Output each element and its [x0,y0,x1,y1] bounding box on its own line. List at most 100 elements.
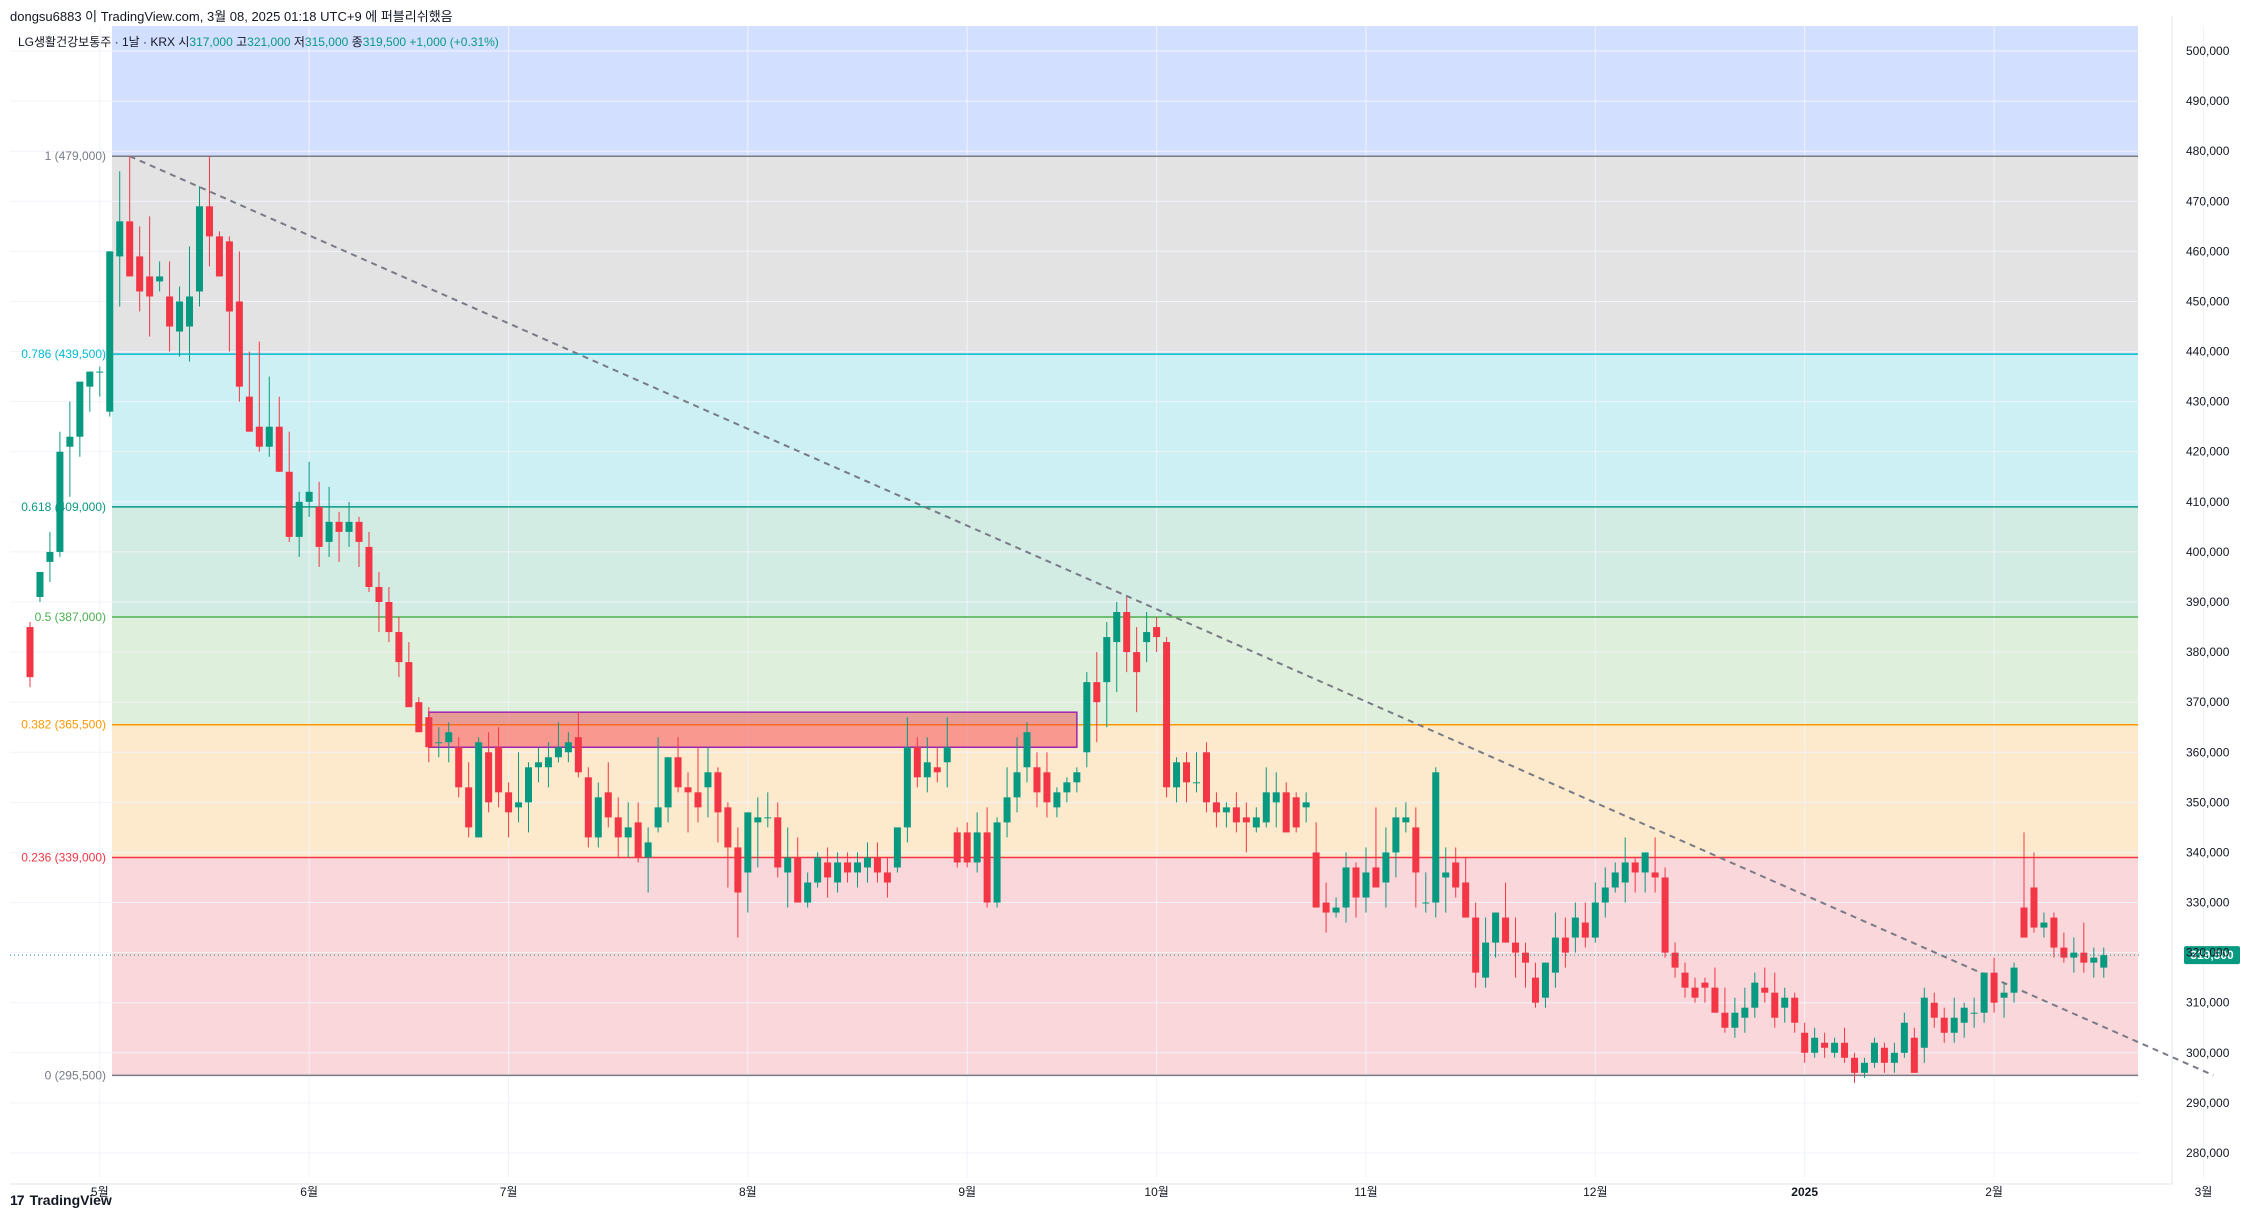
candle-body [36,571,44,597]
candle-body [2010,967,2018,993]
candle-body [225,241,233,312]
candle-body [1093,682,1101,703]
candle-body [554,747,562,758]
candle-body [544,757,552,768]
candle-body [335,521,343,532]
candle-body [345,521,353,532]
price-tick-label: 450,000 [2186,294,2230,308]
candle-body [1841,1042,1849,1058]
candle-body [1352,867,1360,898]
candle-body [923,762,931,778]
candle-body [963,832,971,863]
candle-body [664,757,672,808]
candle-body [804,882,812,903]
candle-body [445,732,453,743]
tradingview-logo-icon: 17 [10,1192,25,1208]
trendline [129,155,2214,1077]
candle-body [375,586,383,602]
candle-body [1831,1042,1839,1053]
candle-body [106,251,114,412]
candle-body [325,521,333,542]
candle-body [1292,797,1300,828]
candle-body [1940,1017,1948,1033]
candle-body [1731,1012,1739,1028]
legend-part: 고 [236,35,247,49]
time-axis: 5월 6월 7월 8월 9월 10월 11월 12월 2025 2월 3월 [10,1183,2213,1199]
price-tick-label: 490,000 [2186,94,2230,108]
candle-body [1771,992,1779,1018]
candle-body [1930,1002,1938,1018]
candles [10,156,2140,1083]
candle-body [834,862,842,883]
candle-body [1631,862,1639,873]
candle-body [1392,817,1400,853]
candle-body [475,742,483,838]
candle-body [275,426,283,472]
candle-body [1362,872,1370,898]
candle-body [1482,942,1490,978]
price-tick-label: 280,000 [2186,1146,2230,1160]
candle-body [405,662,413,708]
price-tick-label: 410,000 [2186,495,2230,509]
candle-body [903,747,911,828]
candle-body [245,396,253,432]
candle-body [2040,922,2048,928]
last-price-label: 319,500 [2190,948,2234,962]
symbol-legend: LG생활건강보통주 · 1날 · KRX 시317,000 고321,000 저… [18,35,499,49]
candle-body [2050,917,2058,948]
price-tick-label: 500,000 [2186,44,2230,58]
price-tick-label: 380,000 [2186,645,2230,659]
legend-part: 저 [294,35,305,49]
time-tick-label: 10월 [1144,1185,1168,1199]
candle-body [684,787,692,793]
candle-body [76,381,84,437]
fib-band-1 [112,156,2138,355]
candle-body [1791,997,1799,1023]
candle-body [1960,1007,1968,1023]
candle-body [1761,987,1769,993]
candle-body [694,792,702,808]
price-tick-label: 300,000 [2186,1046,2230,1060]
candle-body [764,817,772,819]
candle-body [1302,802,1310,808]
candle-body [1801,1032,1809,1053]
candle-body [1641,852,1649,873]
candle-body [854,862,862,873]
candle-body [1880,1047,1888,1063]
candle-body [156,276,164,282]
candle-body [285,471,293,537]
candle-body [515,802,523,808]
candle-body [1242,817,1250,823]
candle-body [604,792,612,818]
time-tick-label: 11월 [1354,1185,1378,1199]
candle-body [754,817,762,823]
candle-body [1781,997,1789,1008]
price-tick-label: 290,000 [2186,1096,2230,1110]
time-tick-label: 7월 [500,1185,518,1199]
candle-body [734,847,742,893]
legend-part: 종 [352,35,363,49]
candle-body [1103,637,1111,683]
candle-body [1183,762,1191,783]
candle-body [315,506,323,547]
candle-body [1851,1057,1859,1073]
candle-body [1611,872,1619,888]
candle-body [1332,907,1340,913]
candle-body [205,206,213,237]
candle-body [485,752,493,803]
candle-body [1402,817,1410,823]
candle-body [195,206,203,292]
candle-body [774,817,782,868]
candle-body [1970,1012,1978,1014]
price-tick-label: 310,000 [2186,996,2230,1010]
candle-body [704,772,712,788]
candle-body [126,221,134,277]
candle-body [2000,992,2008,998]
candle-body [1721,1012,1729,1028]
candle-body [1053,792,1061,808]
price-tick-label: 400,000 [2186,545,2230,559]
time-tick-label: 6월 [300,1185,318,1199]
time-tick-label: 3월 [2195,1185,2213,1199]
fib-label-0.236: 0.236 (339,000) [21,850,106,864]
